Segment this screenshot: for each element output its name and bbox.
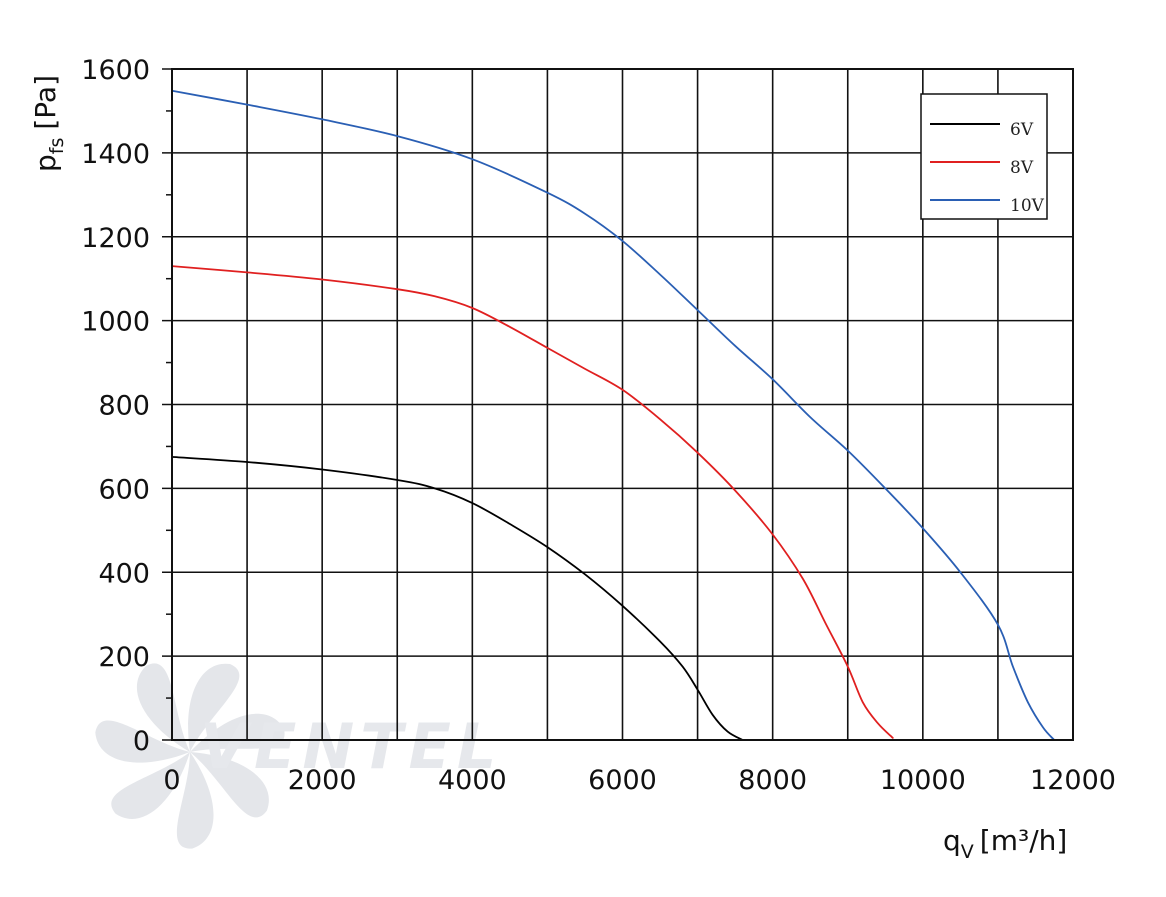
x-axis-label-sub: V [961, 841, 974, 863]
y-tick-label: 200 [98, 642, 150, 673]
x-tick-label: 6000 [588, 765, 657, 796]
x-tick-label: 0 [163, 765, 180, 796]
watermark-fan-blade [190, 752, 269, 818]
watermark-fan-blade [111, 752, 190, 819]
x-tick-label: 12000 [1030, 765, 1116, 796]
x-tick-label: 10000 [880, 765, 966, 796]
watermark-fan-blade [137, 663, 190, 752]
y-axis-label-sub: fs [46, 138, 68, 155]
y-axis-label: pfs [Pa] [29, 75, 68, 172]
x-axis-label: qV [m³/h] [943, 824, 1067, 863]
watermark-fan-blade [95, 720, 190, 763]
y-tick-label: 800 [98, 391, 150, 422]
y-tick-label: 0 [133, 726, 150, 757]
y-tick-label: 1200 [81, 223, 150, 254]
watermark-fan-blade [176, 752, 214, 849]
legend-label-8V: 8V [1010, 158, 1034, 178]
legend-box [920, 93, 1048, 220]
y-tick-label: 1000 [81, 307, 150, 338]
x-axis-label-unit: [m³/h] [980, 824, 1068, 857]
series-line-8V [171, 265, 894, 739]
legend-label-6V: 6V [1010, 120, 1034, 140]
y-axis-label-unit: [Pa] [29, 75, 62, 130]
y-tick-labels: 0 200 400 600 800 1000 1200 1400 1600 [81, 55, 150, 757]
watermark-fan-blade [188, 663, 240, 752]
series-line-6V [171, 456, 744, 741]
series-line-10V [171, 89, 1056, 741]
watermark-logo: VENTEL [95, 663, 502, 849]
x-tick-label: 2000 [288, 765, 357, 796]
y-tick-label: 1600 [81, 55, 150, 86]
y-minor-ticks [162, 68, 172, 741]
legend-label-10V: 10V [1010, 196, 1045, 216]
x-tick-label: 8000 [738, 765, 807, 796]
y-tick-label: 400 [98, 558, 150, 589]
x-tick-labels: 0 2000 4000 6000 8000 10000 12000 [163, 765, 1116, 796]
x-axis-label-main: q [943, 824, 961, 857]
y-tick-label: 1400 [81, 139, 150, 170]
x-tick-label: 4000 [438, 765, 507, 796]
y-axis-label-main: p [29, 154, 62, 172]
watermark-wordmark: VENTEL [200, 710, 502, 783]
series-lines [171, 89, 1056, 741]
watermark-fan-blade [190, 713, 285, 752]
y-tick-label: 600 [98, 474, 150, 505]
legend: 6V 8V 10V [920, 93, 1048, 220]
